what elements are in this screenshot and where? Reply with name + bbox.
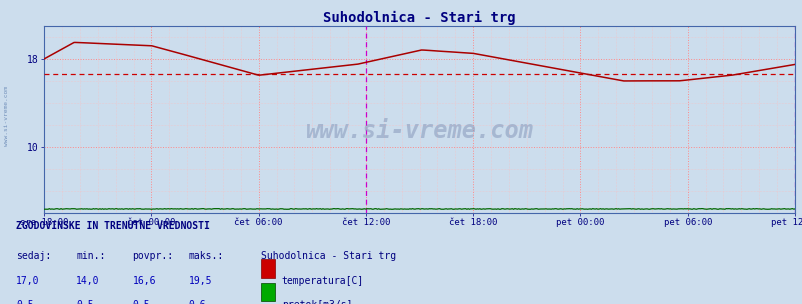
Text: 0,5: 0,5 bbox=[16, 300, 34, 304]
Bar bbox=[261, 259, 275, 278]
Text: 0,6: 0,6 bbox=[188, 300, 206, 304]
Text: sedaj:: sedaj: bbox=[16, 251, 51, 261]
Text: min.:: min.: bbox=[76, 251, 106, 261]
Text: povpr.:: povpr.: bbox=[132, 251, 173, 261]
Text: 16,6: 16,6 bbox=[132, 276, 156, 286]
Text: 0,5: 0,5 bbox=[132, 300, 150, 304]
Text: 14,0: 14,0 bbox=[76, 276, 99, 286]
Text: 0,5: 0,5 bbox=[76, 300, 94, 304]
Title: Suhodolnica - Stari trg: Suhodolnica - Stari trg bbox=[323, 11, 515, 25]
Text: ZGODOVINSKE IN TRENUTNE VREDNOSTI: ZGODOVINSKE IN TRENUTNE VREDNOSTI bbox=[16, 221, 209, 231]
Text: www.si-vreme.com: www.si-vreme.com bbox=[4, 85, 9, 146]
Text: maks.:: maks.: bbox=[188, 251, 224, 261]
Text: 17,0: 17,0 bbox=[16, 276, 39, 286]
Text: 19,5: 19,5 bbox=[188, 276, 212, 286]
Text: pretok[m3/s]: pretok[m3/s] bbox=[282, 300, 352, 304]
Text: www.si-vreme.com: www.si-vreme.com bbox=[306, 119, 533, 143]
Text: temperatura[C]: temperatura[C] bbox=[282, 276, 363, 286]
Text: Suhodolnica - Stari trg: Suhodolnica - Stari trg bbox=[261, 251, 395, 261]
Bar bbox=[261, 283, 275, 302]
